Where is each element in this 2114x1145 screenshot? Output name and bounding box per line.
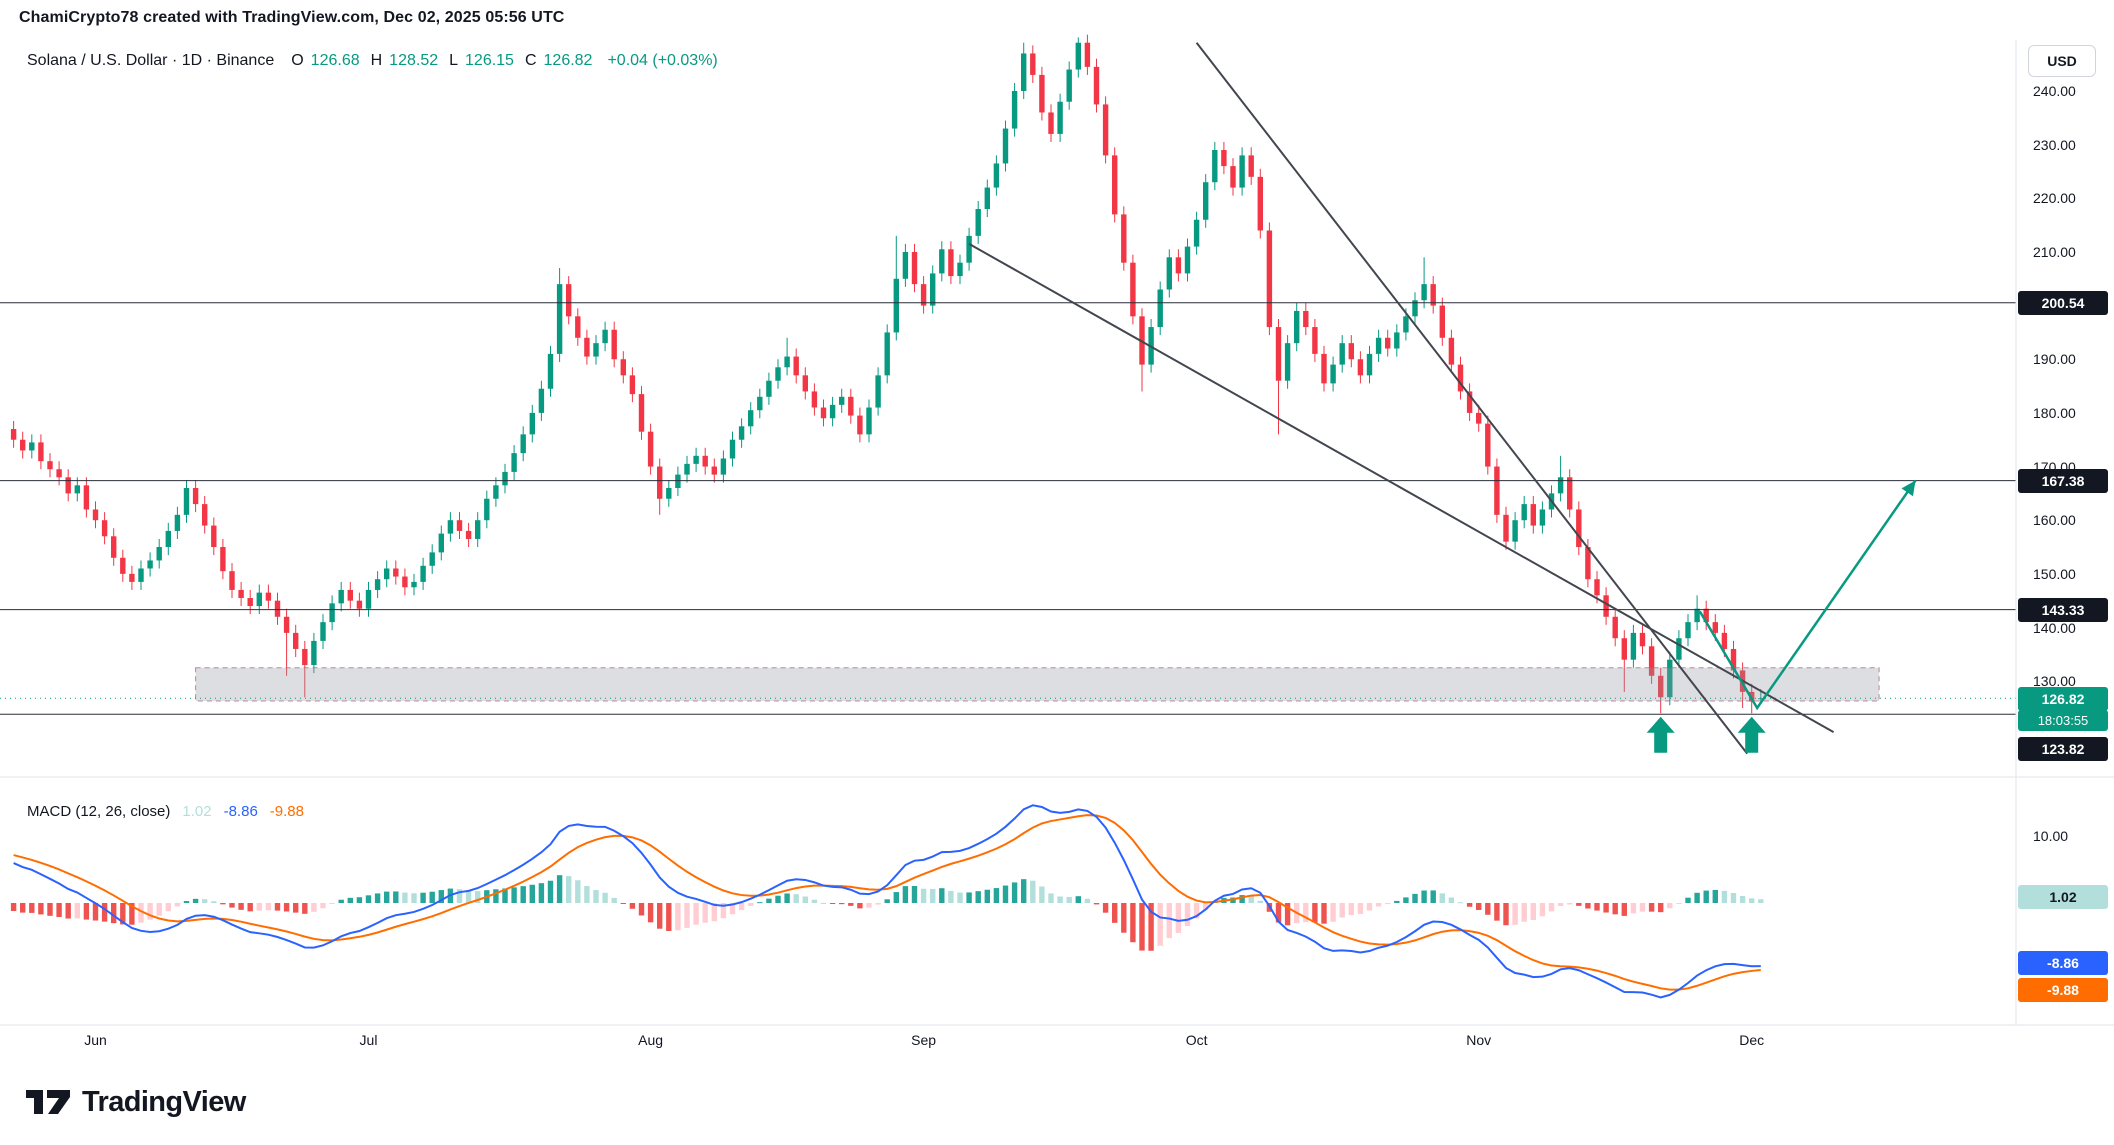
macd-hist-value: 1.02 [182,803,212,820]
month-label: Jul [359,1032,378,1048]
month-label: Aug [638,1032,664,1048]
tradingview-wordmark: TradingView [82,1085,246,1118]
bar-countdown-badge: 18:03:55 [2018,710,2108,732]
macd-signal-line [13,814,1761,991]
macd-pane [10,804,1764,999]
price-level-badge: 200.54 [2018,290,2108,315]
month-label: Jun [84,1032,107,1048]
price-level-badge: 167.38 [2018,468,2108,493]
change-value: +0.04 (+0.03%) [607,52,718,69]
macd-tick-label: 10.00 [2033,828,2069,845]
price-tick-label: 140.00 [2033,619,2076,636]
last-price-badge: 126.82 [2018,687,2108,712]
buy-signal-arrow[interactable] [1646,716,1675,753]
macd-value-badge: 1.02 [2018,885,2108,910]
month-label: Nov [1466,1032,1492,1048]
macd-line [13,804,1761,999]
macd-value-badge: -9.88 [2018,977,2108,1002]
symbol-title[interactable]: Solana / U.S. Dollar · 1D · Binance [27,52,275,69]
tradingview-logo-icon [26,1090,70,1114]
macd-line-value: -8.86 [223,803,258,820]
price-tick-label: 210.00 [2033,243,2076,260]
price-tick-label: 230.00 [2033,136,2076,153]
price-level-badge: 143.33 [2018,597,2108,622]
low-label: L [449,52,459,69]
open-value: 126.68 [310,52,360,69]
month-label: Oct [1185,1032,1208,1048]
macd-label[interactable]: MACD (12, 26, close) [27,803,171,820]
support-zone[interactable] [195,667,1880,702]
macd-signal-value: -9.88 [269,803,304,820]
macd-header: MACD (12, 26, close) 1.02 -8.86 -9.88 [27,803,304,820]
credit-text: ChamiCrypto78 created with TradingView.c… [19,9,565,26]
close-value: 126.82 [543,52,593,69]
close-label: C [524,52,537,69]
projection-path[interactable] [1698,479,1917,711]
price-axis[interactable]: 240.00 230.00 220.00 210.00 190.00 180.00 170.… [2016,0,2114,1145]
candlesticks [10,34,1764,714]
projection-arrowhead [1901,480,1916,497]
trendline[interactable] [1195,42,1748,755]
price-level-badge: 123.82 [2018,737,2108,762]
price-tick-label: 190.00 [2033,351,2076,368]
price-tick-label: 160.00 [2033,512,2076,529]
buy-signal-arrow[interactable] [1737,716,1766,753]
price-tick-label: 180.00 [2033,404,2076,421]
open-label: O [291,52,304,69]
high-label: H [370,52,383,69]
low-value: 126.15 [465,52,514,69]
trendline[interactable] [968,243,1835,733]
symbol-header: Solana / U.S. Dollar · 1D · Binance O 12… [27,52,718,70]
tradingview-branding[interactable]: TradingView [25,1084,246,1120]
high-value: 128.52 [389,52,439,69]
currency-toggle-button[interactable]: USD [2028,45,2096,77]
month-label: Sep [911,1032,937,1048]
price-tick-label: 220.00 [2033,190,2076,207]
price-tick-label: 130.00 [2033,673,2076,690]
macd-value-badge: -8.86 [2018,951,2108,975]
month-label: Dec [1739,1032,1765,1048]
price-tick-label: 240.00 [2033,83,2076,99]
price-tick-label: 150.00 [2033,565,2076,582]
